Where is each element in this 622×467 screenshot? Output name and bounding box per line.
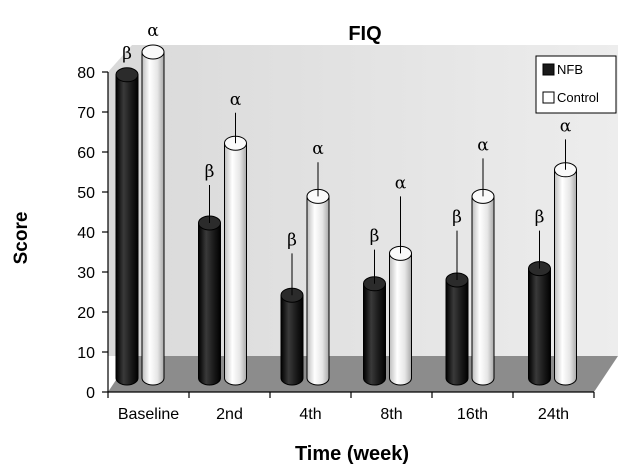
- bar-body: [528, 268, 551, 386]
- bar-control-8th: α: [389, 173, 412, 386]
- significance-marker: β: [287, 230, 297, 250]
- y-tick-label: 50: [77, 185, 95, 202]
- y-tick-label: 40: [77, 225, 95, 242]
- x-tick-label: 8th: [380, 406, 402, 423]
- bar-body: [471, 195, 495, 386]
- y-tick-label: 60: [77, 145, 95, 162]
- significance-marker: α: [560, 116, 572, 136]
- significance-marker: β: [535, 208, 545, 228]
- bar-body: [141, 51, 165, 386]
- x-tick-label: 4th: [299, 406, 321, 423]
- chart-title: FIQ: [348, 23, 381, 45]
- significance-marker: α: [477, 135, 489, 155]
- x-tick-label: 24th: [538, 406, 569, 423]
- bar-control-baseline: α: [141, 21, 165, 386]
- bar-body: [115, 74, 139, 386]
- y-axis-label: Score: [11, 212, 32, 265]
- legend-label-nfb: NFB: [557, 62, 583, 77]
- y-tick-label: 20: [77, 305, 95, 322]
- bar-nfb-baseline: β: [115, 44, 139, 386]
- bar-control-16th: α: [471, 135, 495, 386]
- bar-nfb-4th: β: [280, 230, 304, 386]
- significance-marker: α: [230, 90, 242, 110]
- bar-nfb-8th: β: [363, 227, 386, 386]
- y-tick-label: 70: [77, 105, 95, 122]
- bar-body: [554, 169, 577, 386]
- significance-marker: α: [312, 139, 324, 159]
- bar-control-24th: α: [554, 116, 577, 386]
- x-ticks: Baseline 2nd 4th 8th 16th 24th: [107, 392, 595, 423]
- significance-marker: β: [122, 44, 132, 64]
- x-tick-label: Baseline: [118, 406, 179, 423]
- bar-nfb-24th: β: [528, 208, 551, 386]
- significance-marker: α: [147, 21, 159, 41]
- y-tick-label: 80: [77, 65, 95, 82]
- bar-body: [389, 252, 412, 386]
- bar-body: [363, 283, 386, 386]
- bar-cap: [141, 44, 165, 60]
- bar-body: [224, 142, 247, 386]
- x-tick-label: 2nd: [216, 406, 243, 423]
- bar-body: [280, 294, 304, 386]
- significance-marker: β: [370, 227, 380, 247]
- bar-body: [198, 222, 221, 386]
- bar-nfb-2nd: β: [198, 162, 221, 386]
- y-tick-label: 30: [77, 265, 95, 282]
- legend-label-control: Control: [557, 90, 599, 105]
- legend-swatch-control: [542, 91, 555, 104]
- legend: NFB Control: [535, 55, 617, 114]
- significance-marker: β: [452, 208, 462, 228]
- x-axis-label: Time (week): [295, 443, 409, 465]
- bar-control-2nd: α: [224, 90, 247, 386]
- y-tick-label: 10: [77, 345, 95, 362]
- bar-nfb-16th: β: [445, 208, 469, 386]
- y-ticks: 0 10 20 30 40 50 60 70 80: [77, 65, 108, 402]
- x-tick-label: 16th: [457, 406, 488, 423]
- y-tick-label: 0: [86, 385, 95, 402]
- legend-swatch-nfb: [542, 63, 555, 76]
- bar-control-4th: α: [306, 139, 330, 386]
- bar-cap: [115, 67, 139, 83]
- bar-body: [306, 195, 330, 386]
- significance-marker: β: [205, 162, 215, 182]
- significance-marker: α: [395, 173, 407, 193]
- bar-body: [445, 279, 469, 386]
